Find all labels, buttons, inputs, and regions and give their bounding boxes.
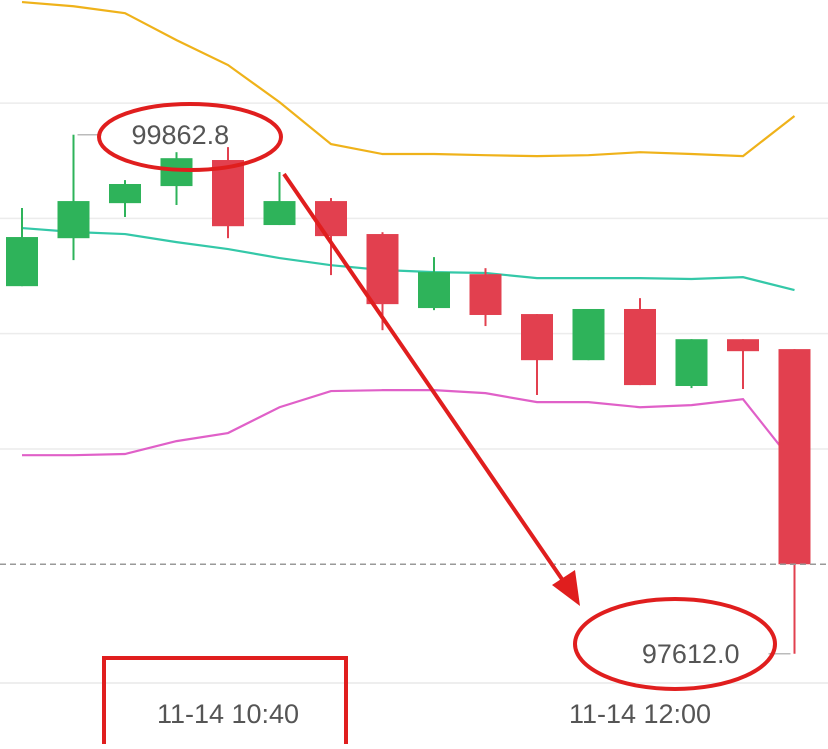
- highlight-ellipse: [97, 102, 283, 172]
- arrow-shaft: [282, 172, 568, 587]
- x-tick-label: 11-14 12:00: [569, 699, 711, 729]
- indicator-line: [21, 0, 796, 158]
- indicator-lines: [21, 0, 796, 465]
- indicator-line: [21, 226, 795, 292]
- candle-body: [778, 349, 811, 565]
- candle-body: [6, 237, 38, 287]
- labels: 99862.8 97612.0 11-14 10:40 11-14 12:00: [77, 120, 791, 729]
- candle-body: [109, 184, 141, 204]
- candle-body: [366, 234, 399, 305]
- candle-body: [57, 201, 90, 239]
- candle-body: [624, 308, 656, 386]
- min-label: 97612.0: [642, 639, 740, 669]
- candle-body: [263, 201, 296, 226]
- candle-body: [469, 274, 502, 315]
- candle-body: [315, 201, 347, 237]
- candle-body: [572, 308, 605, 361]
- highlight-ellipse: [573, 597, 777, 691]
- candle-body: [675, 339, 708, 387]
- candle-body: [212, 160, 244, 227]
- candle-body: [418, 272, 450, 309]
- x-tick-label: 11-14 10:40: [157, 699, 299, 729]
- candles: [0, 134, 828, 654]
- indicator-line: [22, 389, 796, 465]
- grid: [0, 102, 828, 450]
- candle-body: [160, 158, 193, 187]
- max-label: 99862.8: [132, 120, 230, 150]
- arrow-head: [552, 570, 580, 606]
- candle-body: [521, 314, 553, 361]
- candle-body: [727, 339, 759, 352]
